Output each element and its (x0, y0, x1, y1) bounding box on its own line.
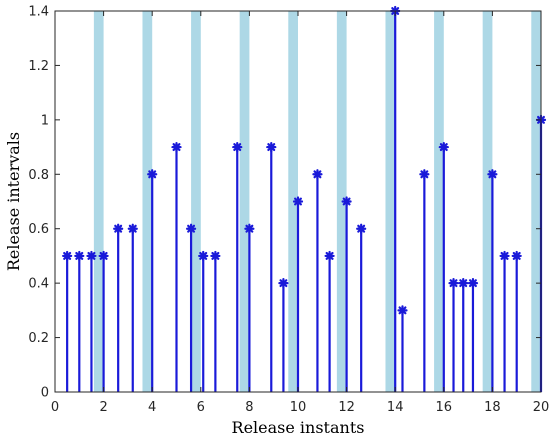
x-tick-label: 0 (51, 400, 59, 415)
x-tick-label: 14 (387, 400, 404, 415)
stem-marker (511, 250, 522, 262)
stem-marker (487, 169, 498, 180)
stem-26 (458, 278, 469, 392)
stem-18 (324, 250, 335, 392)
stem-marker (113, 223, 124, 234)
x-tick-label: 6 (197, 400, 205, 415)
stem-11 (210, 250, 221, 392)
stem-12 (232, 141, 243, 392)
stem-3 (86, 250, 97, 392)
stem-marker (147, 169, 158, 180)
y-tick-label: 0.8 (28, 168, 49, 183)
stem-marker (292, 196, 304, 207)
x-tick-label: 12 (338, 400, 355, 415)
stem-marker (210, 250, 221, 262)
x-tick-label: 16 (436, 400, 453, 415)
stem-marker (86, 250, 97, 262)
stem-marker (232, 141, 243, 153)
stem-marker (198, 250, 209, 262)
stem-15 (278, 278, 289, 392)
stem-marker (266, 141, 277, 153)
stem-marker (171, 141, 182, 153)
x-axis-ticks: 0 2 4 6 8 10 12 14 16 18 20 (51, 11, 549, 415)
stem-10 (198, 250, 209, 392)
y-tick-label: 0 (41, 386, 49, 401)
stem-23 (419, 169, 430, 392)
stem-4 (98, 250, 109, 392)
stem-16 (292, 196, 304, 392)
shaded-band-10 (531, 11, 541, 392)
stem-9 (185, 223, 197, 392)
stem-marker (448, 278, 459, 289)
x-tick-label: 4 (148, 400, 156, 415)
stem-marker (467, 278, 479, 289)
stem-marker (185, 223, 197, 234)
shaded-band-2 (142, 11, 153, 392)
stem-marker (397, 305, 408, 316)
stem-marker (74, 250, 85, 262)
stem-2 (74, 250, 85, 392)
stem-30 (511, 250, 522, 392)
shaded-band-3 (191, 11, 201, 392)
stem-20 (356, 223, 367, 392)
stem-marker (356, 223, 367, 234)
stem-29 (499, 250, 510, 392)
stem-marker (278, 278, 289, 289)
y-tick-label: 0.4 (28, 277, 49, 292)
shaded-band-1 (93, 11, 104, 392)
stem-25 (448, 278, 459, 392)
stem-marker (324, 250, 335, 262)
stem-22 (397, 305, 408, 392)
stem-marker (98, 250, 109, 262)
stem-1 (62, 250, 73, 392)
stem-marker (312, 169, 323, 180)
stem-7 (147, 169, 158, 392)
y-tick-label: 0.2 (28, 331, 49, 346)
stem-5 (113, 223, 124, 392)
x-tick-label: 10 (290, 400, 307, 415)
y-axis-ticks: 0 0.2 0.4 0.6 0.8 1 1.2 1.4 (28, 5, 541, 401)
shaded-band-4 (239, 11, 250, 392)
stem-marker (341, 196, 352, 207)
stem-marker (419, 169, 430, 180)
y-tick-label: 0.6 (28, 222, 49, 237)
stem-series (62, 5, 547, 392)
x-tick-label: 20 (533, 400, 550, 415)
x-tick-label: 2 (99, 400, 107, 415)
shaded-band-9 (482, 11, 493, 392)
y-tick-label: 1.2 (28, 59, 49, 74)
stem-14 (266, 141, 277, 392)
stem-27 (467, 278, 479, 392)
stem-8 (171, 141, 182, 392)
stem-19 (341, 196, 352, 392)
stem-marker (458, 278, 469, 289)
stem-6 (127, 223, 138, 392)
stem-marker (438, 141, 449, 153)
y-tick-label: 1.4 (28, 5, 49, 20)
stem-marker (62, 250, 73, 262)
stem-17 (312, 169, 323, 392)
x-tick-label: 8 (245, 400, 253, 415)
stem-28 (487, 169, 498, 392)
y-axis-label: Release intervals (4, 132, 23, 271)
stem-24 (438, 141, 449, 392)
y-tick-label: 1 (41, 113, 49, 128)
shaded-band-7 (385, 11, 396, 392)
stem-13 (244, 223, 255, 392)
stem-marker (499, 250, 510, 262)
shaded-band-8 (434, 11, 444, 392)
x-axis-label: Release instants (232, 418, 365, 437)
stem-marker (127, 223, 138, 234)
stem-marker (244, 223, 255, 234)
x-tick-label: 18 (484, 400, 501, 415)
